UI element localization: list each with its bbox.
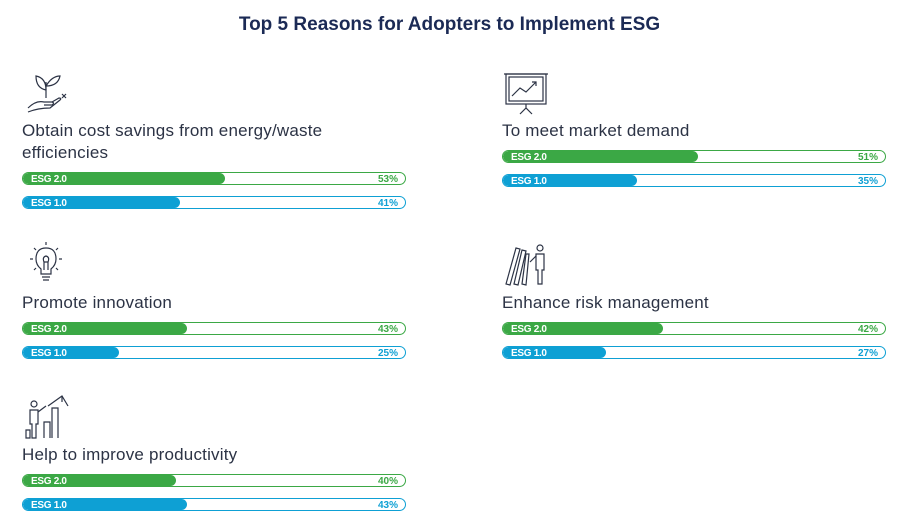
- bar-esg1-2: ESG 1.0 25%: [22, 346, 406, 359]
- presentation-chart-icon: [502, 68, 550, 116]
- plant-hand-icon: [22, 68, 70, 116]
- bar-fill-esg1-2: [23, 347, 119, 358]
- series-label: ESG 1.0: [511, 348, 547, 359]
- value-label: 53%: [377, 174, 398, 185]
- bar-fill-esg2-3: [503, 323, 664, 334]
- bar-fill-esg2-4: [23, 475, 176, 486]
- reason-label-4: Help to improve productivity: [22, 445, 238, 464]
- value-label: 43%: [377, 500, 398, 511]
- bar-fill-esg1-0: [23, 197, 180, 208]
- bar-fill-esg2-0: [23, 173, 226, 184]
- bar-fill-esg1-1: [503, 175, 637, 186]
- bar-esg2-1: ESG 2.0 51%: [502, 150, 886, 163]
- value-label: 51%: [857, 152, 878, 163]
- value-label: 35%: [857, 176, 878, 187]
- bar-fill-esg1-3: [503, 347, 607, 358]
- value-label: 41%: [377, 198, 398, 209]
- books-person-icon: [502, 240, 550, 288]
- bar-esg1-4: ESG 1.0 43%: [22, 498, 406, 511]
- reason-block-4: Help to improve productivity ESG 2.0 40%…: [22, 392, 408, 522]
- reason-label-1: To meet market demand: [502, 121, 690, 140]
- bar-fill-esg2-2: [23, 323, 188, 334]
- bar-esg1-3: ESG 1.0 27%: [502, 346, 886, 359]
- bar-esg1-1: ESG 1.0 35%: [502, 174, 886, 187]
- reason-block-3: Enhance risk management ESG 2.0 42% ESG …: [502, 240, 888, 370]
- reason-label-3: Enhance risk management: [502, 293, 709, 312]
- bar-fill-esg1-4: [23, 499, 188, 510]
- reason-label-0: Obtain cost savings from energy/waste ef…: [22, 121, 323, 162]
- reason-block-2: Promote innovation ESG 2.0 43% ESG 1.0 2…: [22, 240, 408, 370]
- reason-block-1: To meet market demand ESG 2.0 51% ESG 1.…: [502, 68, 888, 198]
- bar-esg2-2: ESG 2.0 43%: [22, 322, 406, 335]
- series-label: ESG 2.0: [511, 324, 547, 335]
- bar-fill-esg2-1: [503, 151, 698, 162]
- value-label: 42%: [857, 324, 878, 335]
- bar-esg2-3: ESG 2.0 42%: [502, 322, 886, 335]
- value-label: 25%: [377, 348, 398, 359]
- growth-person-icon: [22, 392, 70, 440]
- series-label: ESG 2.0: [31, 174, 67, 185]
- bar-esg2-4: ESG 2.0 40%: [22, 474, 406, 487]
- reason-label-2: Promote innovation: [22, 293, 173, 312]
- chart-title: Top 5 Reasons for Adopters to Implement …: [238, 14, 661, 35]
- reason-block-0: Obtain cost savings from energy/waste ef…: [22, 68, 408, 218]
- series-label: ESG 1.0: [31, 348, 67, 359]
- series-label: ESG 1.0: [31, 198, 67, 209]
- value-label: 27%: [857, 348, 878, 359]
- series-label: ESG 2.0: [31, 324, 67, 335]
- bar-esg2-0: ESG 2.0 53%: [22, 172, 406, 185]
- series-label: ESG 1.0: [511, 176, 547, 187]
- series-label: ESG 1.0: [31, 500, 67, 511]
- bar-esg1-0: ESG 1.0 41%: [22, 196, 406, 209]
- lightbulb-icon: [22, 240, 70, 288]
- value-label: 40%: [377, 476, 398, 487]
- series-label: ESG 2.0: [511, 152, 547, 163]
- value-label: 43%: [377, 324, 398, 335]
- series-label: ESG 2.0: [31, 476, 67, 487]
